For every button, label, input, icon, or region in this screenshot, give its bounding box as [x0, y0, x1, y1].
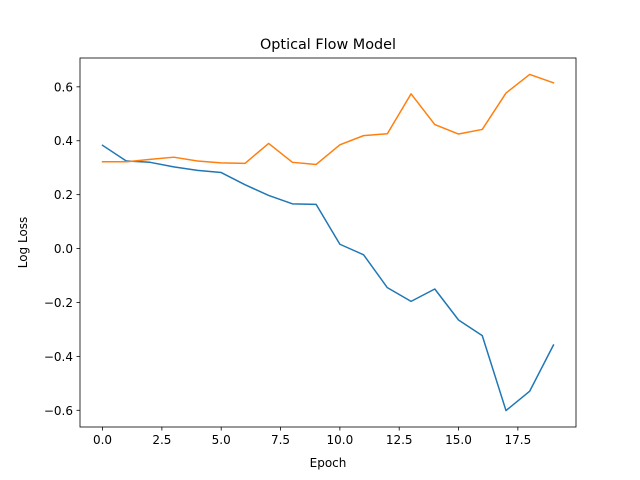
plot-series	[101, 73, 555, 412]
chart-title: Optical Flow Model	[260, 37, 396, 53]
y-tick-label: 0.4	[54, 134, 73, 148]
y-tick-label: −0.4	[44, 350, 73, 364]
y-axis: −0.6 −0.4 −0.2 0.0 0.2 0.4 0.6	[44, 80, 80, 418]
x-tick-label: 12.5	[386, 433, 413, 447]
x-axis-label: Epoch	[310, 456, 347, 470]
x-tick-label: 15.0	[445, 433, 472, 447]
x-tick-label: 2.5	[152, 433, 171, 447]
y-tick-label: 0.2	[54, 188, 73, 202]
series-line-2	[101, 73, 555, 166]
y-axis-label: Log Loss	[16, 217, 30, 269]
x-tick-label: 5.0	[212, 433, 231, 447]
x-axis: 0.0 2.5 5.0 7.5 10.0 12.5 15.0 17.5	[93, 427, 531, 447]
y-tick-label: −0.2	[44, 296, 73, 310]
x-tick-label: 17.5	[504, 433, 531, 447]
plot-frame	[79, 57, 577, 428]
x-tick-label: 10.0	[327, 433, 354, 447]
x-tick-label: 0.0	[93, 433, 112, 447]
y-tick-label: 0.6	[54, 80, 73, 94]
y-tick-label: 0.0	[54, 242, 73, 256]
y-tick-label: −0.6	[44, 404, 73, 418]
x-tick-label: 7.5	[271, 433, 290, 447]
series-line-1	[101, 144, 555, 412]
